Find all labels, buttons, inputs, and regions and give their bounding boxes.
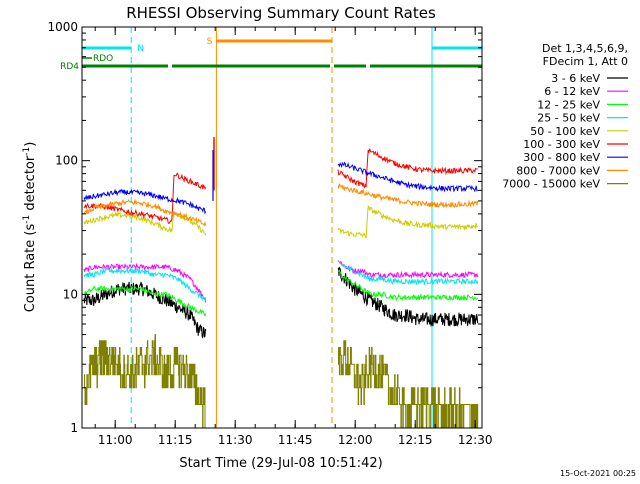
series-path — [337, 205, 478, 239]
series-line — [83, 269, 479, 317]
flag-label: RD4 — [60, 62, 79, 72]
legend-entry-label: 800 - 7000 keV — [516, 164, 600, 177]
y-axis-label: Count Rate (s-1 detector-1) — [22, 142, 38, 313]
x-tick-label: 12:00 — [338, 433, 373, 447]
legend-entry-label: 300 - 800 keV — [523, 151, 600, 164]
legend-entry-label: 12 - 25 keV — [537, 98, 600, 111]
y-axis-label-exponent: -1 — [22, 147, 32, 156]
series-line — [83, 183, 479, 227]
series-path — [83, 266, 207, 302]
series-path — [83, 211, 207, 236]
y-axis-label-part: ) — [23, 142, 38, 147]
x-tick-label: 11:45 — [278, 433, 313, 447]
legend-entry-label: 50 - 100 keV — [530, 125, 600, 138]
series-path — [83, 198, 207, 227]
flag-label: RDO — [93, 54, 113, 64]
series-line — [83, 260, 479, 302]
series-path — [83, 281, 207, 339]
y-tick-label: 100 — [55, 154, 78, 168]
legend-entry-label: 6 - 12 keV — [544, 85, 600, 98]
flag-label: S — [207, 37, 213, 47]
plot-frame — [81, 26, 483, 429]
data-series — [83, 137, 479, 428]
x-axis-label: Start Time (29-Jul-08 10:51:42) — [179, 456, 382, 471]
y-axis-ticks: 1 10 100 1000 — [47, 20, 482, 435]
series-path — [337, 266, 479, 328]
legend-header-line: Det 1,3,4,5,6,9, — [542, 42, 628, 55]
x-axis-ticks: 11:00 11:15 11:30 11:45 12:00 12:15 12:30 — [94, 27, 493, 447]
series-path — [337, 260, 479, 286]
y-tick-label: 1 — [70, 421, 78, 435]
series-line — [83, 161, 478, 215]
legend-header-line: FDecim 1, Att 0 — [543, 55, 628, 68]
legend-entry-label: 25 - 50 keV — [537, 112, 600, 125]
chart-title: RHESSI Observing Summary Count Rates — [126, 4, 436, 22]
y-tick-label: 10 — [63, 287, 78, 301]
flag-bars: N S RDO RD4 — [60, 37, 482, 72]
series-path — [338, 340, 479, 428]
series-path — [337, 259, 479, 280]
y-axis-label-exponent: -1 — [22, 215, 32, 224]
series-line — [83, 266, 479, 339]
flag-label: N — [137, 44, 144, 54]
y-tick-label: 1000 — [47, 20, 78, 34]
legend-entry-label: 3 - 6 keV — [551, 72, 600, 85]
x-tick-label: 11:15 — [158, 433, 193, 447]
series-path — [337, 148, 478, 189]
series-path — [83, 188, 207, 215]
y-axis-label-part: Count Rate (s — [23, 224, 38, 313]
x-tick-label: 12:15 — [398, 433, 433, 447]
legend-entry-label: 7000 - 15000 keV — [502, 178, 600, 191]
series-line — [83, 205, 478, 239]
x-tick-label: 11:00 — [98, 433, 133, 447]
series-path — [83, 285, 207, 317]
series-path — [83, 262, 207, 303]
series-path — [338, 161, 478, 193]
x-tick-label: 12:30 — [458, 433, 493, 447]
x-tick-label: 11:30 — [218, 433, 253, 447]
series-line — [83, 259, 479, 303]
series-path — [84, 334, 206, 428]
legend-entry-label: 100 - 300 keV — [523, 138, 600, 151]
series-path — [83, 172, 207, 225]
series-path — [337, 269, 479, 302]
series-line — [83, 148, 478, 225]
series-line — [84, 334, 479, 428]
footer-timestamp: 15-Oct-2021 00:25 — [560, 469, 636, 478]
series-path — [337, 183, 479, 209]
y-axis-label-part: detector — [23, 155, 38, 215]
legend: Det 1,3,4,5,6,9, FDecim 1, Att 0 3 - 6 k… — [502, 42, 628, 191]
